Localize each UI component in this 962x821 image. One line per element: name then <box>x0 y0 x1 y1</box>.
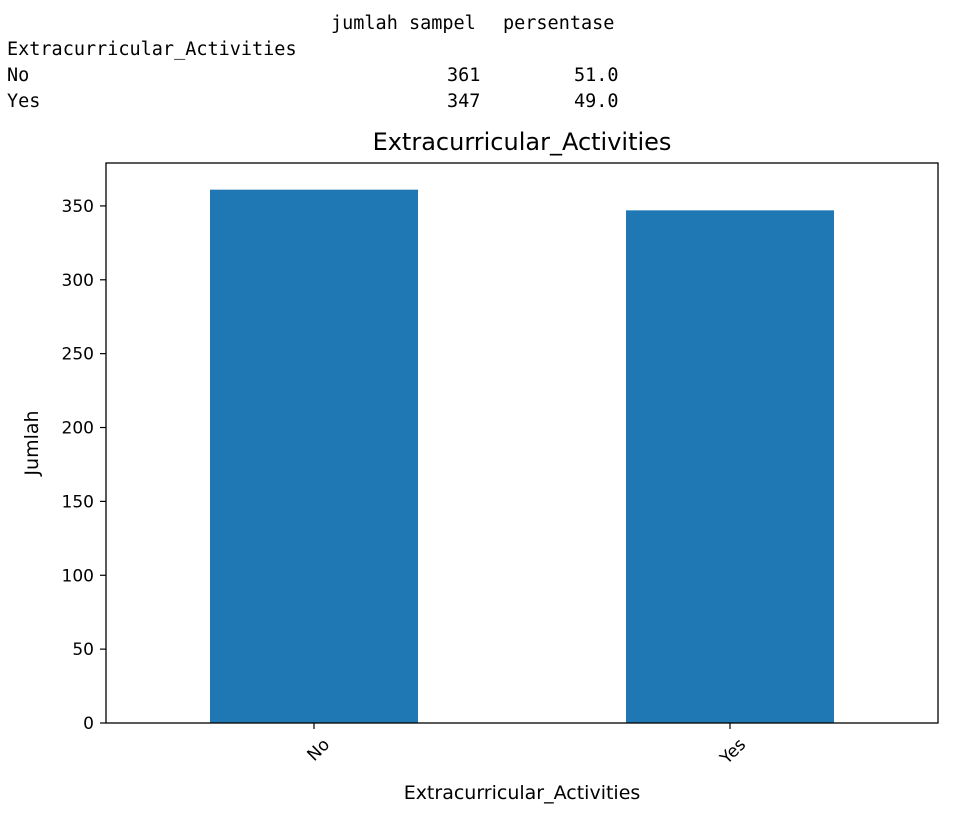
x-axis-label: Extracurricular_Activities <box>404 782 641 804</box>
y-tick-label: 200 <box>62 419 94 439</box>
x-axis: No Yes <box>304 723 750 769</box>
row-value-yes-percent: 49.0 <box>574 91 619 112</box>
x-tick-label-no: No <box>304 735 334 765</box>
y-axis-label: Jumlah <box>21 410 43 476</box>
plot-frame <box>105 162 939 724</box>
y-tick-label: 250 <box>62 345 94 365</box>
row-label-yes: Yes <box>7 91 41 112</box>
row-value-yes-count: 347 <box>447 91 481 112</box>
chart-title: Extracurricular_Activities <box>373 128 672 156</box>
x-tick-label-yes: Yes <box>716 735 750 769</box>
row-value-no-count: 361 <box>447 65 481 86</box>
column-header-persentase: persentase <box>503 13 615 34</box>
bar-chart: Extracurricular_Activities 0 50 100 150 200 2… <box>0 120 962 821</box>
column-header-jumlah-sampel: jumlah sampel <box>331 13 476 34</box>
dataframe-output: jumlah sampel persentase Extracurricular… <box>0 0 962 120</box>
y-tick-label: 100 <box>62 566 94 586</box>
row-value-no-percent: 51.0 <box>574 65 619 86</box>
y-tick-label: 350 <box>62 197 94 217</box>
bars-layer <box>210 189 834 724</box>
chart-svg: Extracurricular_Activities 0 50 100 150 200 2… <box>21 128 939 804</box>
y-tick-label: 50 <box>72 640 94 660</box>
bar-yes <box>626 210 834 723</box>
row-label-no: No <box>7 65 30 86</box>
y-axis: 0 50 100 150 200 250 300 350 <box>62 197 106 734</box>
bar-no <box>210 189 418 724</box>
index-name: Extracurricular_Activities <box>7 39 297 60</box>
y-tick-label: 150 <box>62 492 94 512</box>
y-tick-label: 300 <box>62 271 94 291</box>
y-tick-label: 0 <box>83 714 94 734</box>
